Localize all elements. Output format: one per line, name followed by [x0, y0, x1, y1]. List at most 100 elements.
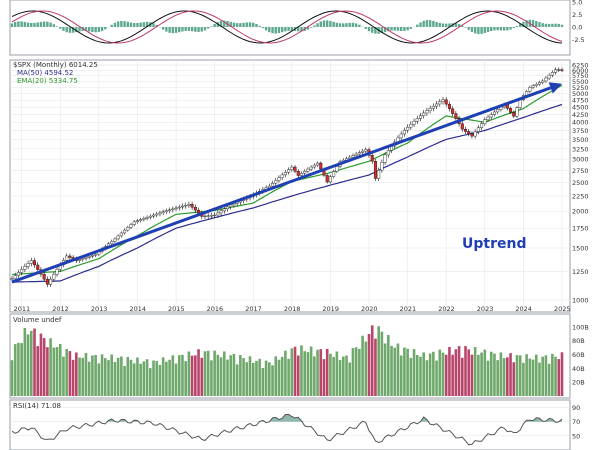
volume-bar — [473, 347, 477, 396]
volume-bar — [120, 356, 123, 396]
macd-tick-label: -2.5 — [572, 36, 585, 44]
macd-hist-bar — [252, 22, 255, 27]
volume-bar — [123, 365, 126, 396]
candle-up — [113, 238, 117, 242]
volume-bar — [512, 362, 516, 396]
candle-up — [361, 150, 365, 153]
volume-bar — [171, 355, 175, 396]
volume-bar — [42, 338, 46, 396]
price-tick-label: 5250 — [572, 84, 589, 92]
volume-bar — [155, 361, 159, 396]
macd-hist-bar — [190, 27, 194, 32]
candle-up — [174, 207, 178, 210]
candle-up — [180, 205, 184, 208]
macd-hist-bar — [515, 26, 519, 27]
volume-bar — [13, 344, 17, 396]
candle-up — [480, 123, 484, 128]
macd-hist-bar — [387, 27, 390, 32]
price-tick-label: 6000 — [572, 67, 589, 75]
volume-bar — [91, 355, 94, 396]
macd-hist-bar — [354, 23, 358, 27]
macd-hist-bar — [17, 21, 20, 27]
candle-up — [148, 215, 152, 218]
volume-tick-label: 100B — [572, 323, 589, 331]
volume-bar — [531, 359, 535, 396]
macd-hist-bar — [210, 26, 213, 27]
volume-bar — [36, 346, 40, 396]
volume-bar — [251, 362, 255, 396]
macd-hist-bar — [486, 27, 490, 32]
macd-hist-bar — [396, 27, 400, 31]
volume-bar — [110, 354, 114, 396]
candle-down — [68, 255, 72, 258]
price-tick-label: 1500 — [572, 245, 589, 253]
volume-bar — [422, 352, 425, 396]
macd-hist-bar — [113, 22, 117, 27]
macd-hist-bar — [161, 27, 165, 30]
candle-up — [158, 212, 162, 215]
macd-hist-bar — [239, 23, 242, 27]
volume-tick-label: 40B — [572, 365, 585, 373]
volume-bar — [213, 350, 216, 396]
candle-up — [528, 87, 532, 92]
candle-up — [126, 227, 130, 231]
volume-bar — [454, 349, 458, 396]
macd-hist-bar — [351, 22, 355, 27]
volume-bar — [348, 362, 352, 396]
candle-down — [42, 274, 46, 280]
macd-hist-bar — [171, 27, 175, 34]
volume-bar — [528, 358, 532, 396]
price-legend-ema: EMA(20) 5334.75 — [17, 77, 78, 85]
candle-down — [373, 161, 377, 179]
volume-bar — [71, 359, 75, 396]
candle-up — [206, 215, 210, 217]
macd-hist-bar — [477, 27, 480, 35]
macd-hist-bar — [184, 27, 187, 31]
price-tick-label: 4500 — [572, 104, 589, 112]
macd-hist-bar — [110, 24, 113, 27]
candle-up — [20, 269, 24, 273]
candle-up — [219, 210, 223, 214]
volume-bar — [258, 358, 261, 396]
macd-hist-bar — [441, 23, 445, 27]
candle-down — [464, 128, 468, 132]
macd-hist-bar — [20, 21, 23, 27]
macd-hist-bar — [168, 27, 171, 33]
price-tick-label: 1750 — [572, 225, 589, 233]
candle-up — [142, 218, 146, 220]
rsi-tick-label: 50 — [572, 432, 580, 440]
candle-up — [544, 77, 548, 82]
macd-hist-bar — [399, 27, 403, 32]
macd-hist-bar — [104, 27, 107, 30]
candle-up — [515, 107, 519, 117]
macd-hist-bar — [329, 20, 332, 27]
candle-up — [422, 112, 426, 116]
candle-up — [29, 260, 33, 264]
macd-hist-bar — [42, 21, 46, 27]
volume-bar — [444, 354, 448, 396]
macd-hist-bar — [200, 27, 203, 32]
volume-bar — [200, 357, 204, 396]
volume-bar — [39, 333, 43, 396]
candle-up — [171, 208, 175, 211]
candle-up — [354, 153, 358, 156]
volume-bar — [165, 361, 168, 396]
macd-hist-bar — [541, 23, 544, 27]
macd-hist-bar — [248, 22, 252, 27]
macd-hist-bar — [75, 27, 78, 33]
macd-hist-bar — [33, 22, 36, 27]
candle-up — [55, 269, 59, 275]
volume-bar — [181, 354, 184, 396]
candle-up — [428, 108, 432, 111]
candle-up — [547, 74, 551, 79]
rsi-tick-label: 90 — [572, 404, 580, 412]
macd-hist-bar — [490, 27, 493, 31]
volume-bar — [480, 352, 483, 396]
candle-up — [335, 166, 339, 172]
volume-bar — [81, 357, 85, 396]
volume-bar — [229, 355, 233, 396]
volume-bar — [300, 345, 303, 396]
macd-hist-bar — [467, 27, 470, 30]
candle-up — [425, 110, 429, 114]
uptrend-label: Uptrend — [462, 236, 526, 252]
